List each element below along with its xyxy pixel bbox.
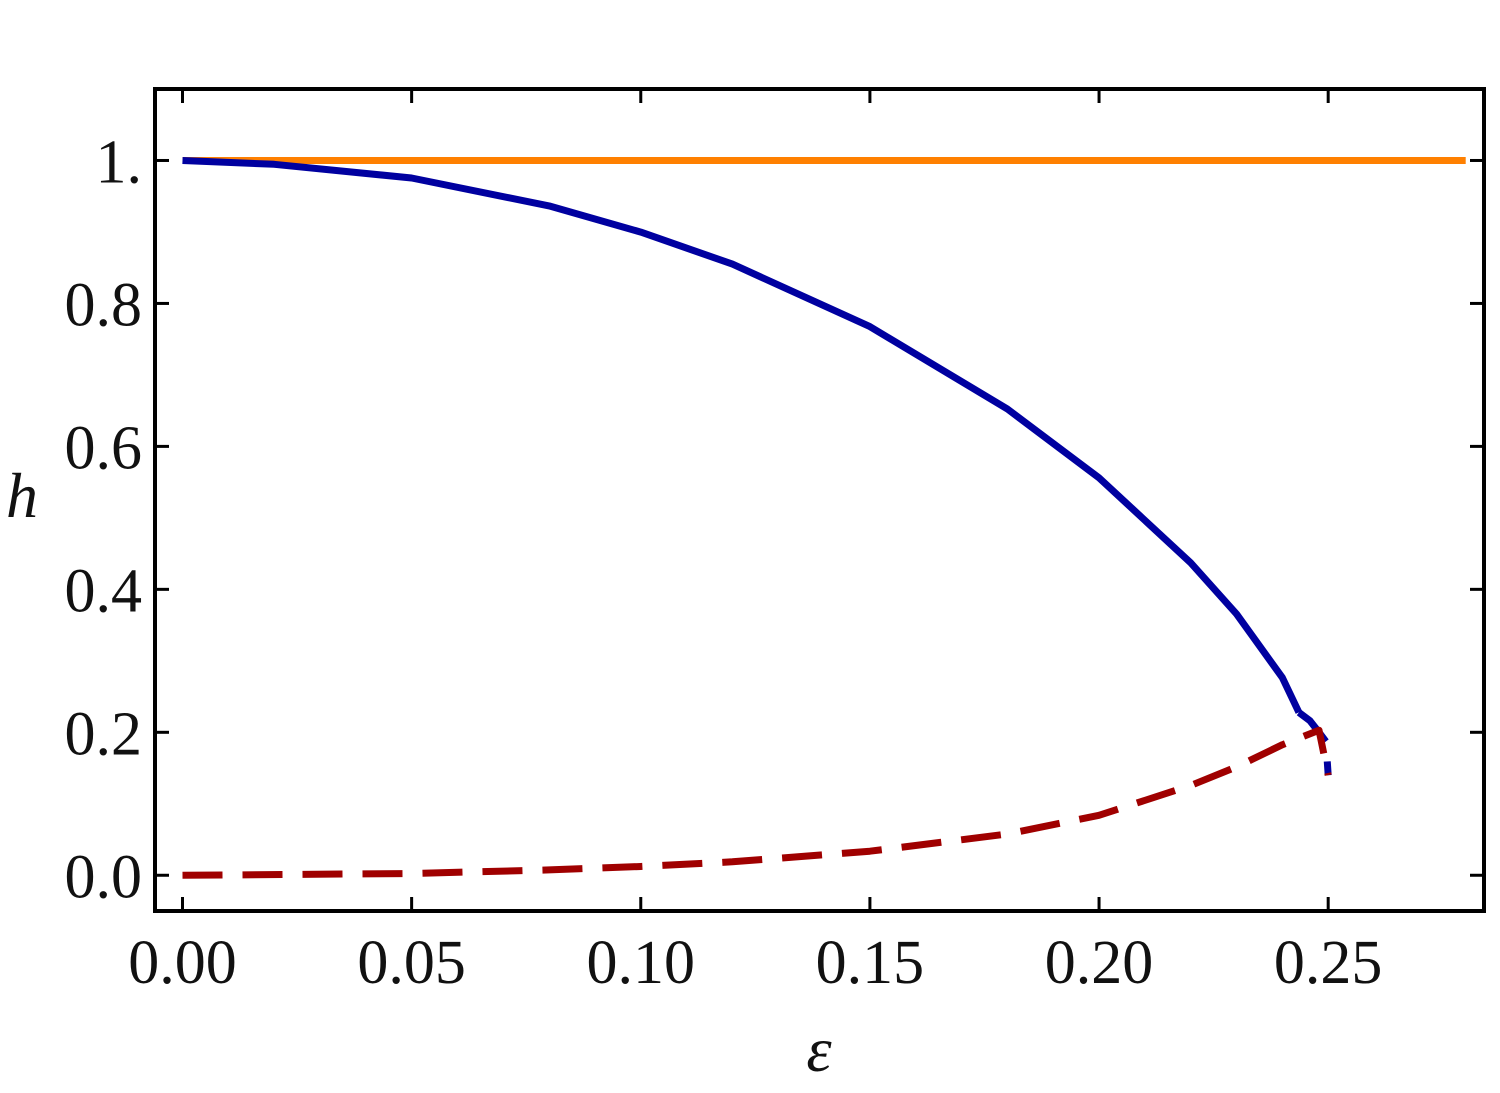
series-layer xyxy=(182,157,1466,879)
x-tick-label: 0.05 xyxy=(357,929,466,997)
y-tick-label: 1. xyxy=(96,128,143,196)
x-tick-label: 0.00 xyxy=(128,929,237,997)
series-line-1 xyxy=(182,157,1303,714)
y-tick-label: 0.0 xyxy=(65,843,143,911)
y-tick-label: 0.2 xyxy=(65,700,143,768)
y-tick-labels: 0.0 0.2 0.4 0.6 0.8 1. xyxy=(65,128,143,911)
y-axis-label: h xyxy=(6,460,38,531)
x-tick-labels: 0.00 0.05 0.10 0.15 0.20 0.25 xyxy=(128,929,1382,997)
x-tick-label: 0.15 xyxy=(816,929,925,997)
ticks-layer xyxy=(155,89,1484,911)
series-line-3 xyxy=(182,726,1332,879)
y-tick-label: 0.6 xyxy=(65,414,143,482)
x-tick-label: 0.10 xyxy=(587,929,696,997)
y-tick-label: 0.4 xyxy=(65,557,143,625)
x-axis-label: ε xyxy=(806,1014,832,1085)
y-tick-label: 0.8 xyxy=(65,271,143,339)
plot-frame xyxy=(153,87,1486,913)
x-tick-label: 0.20 xyxy=(1045,929,1154,997)
x-tick-label: 0.25 xyxy=(1274,929,1383,997)
